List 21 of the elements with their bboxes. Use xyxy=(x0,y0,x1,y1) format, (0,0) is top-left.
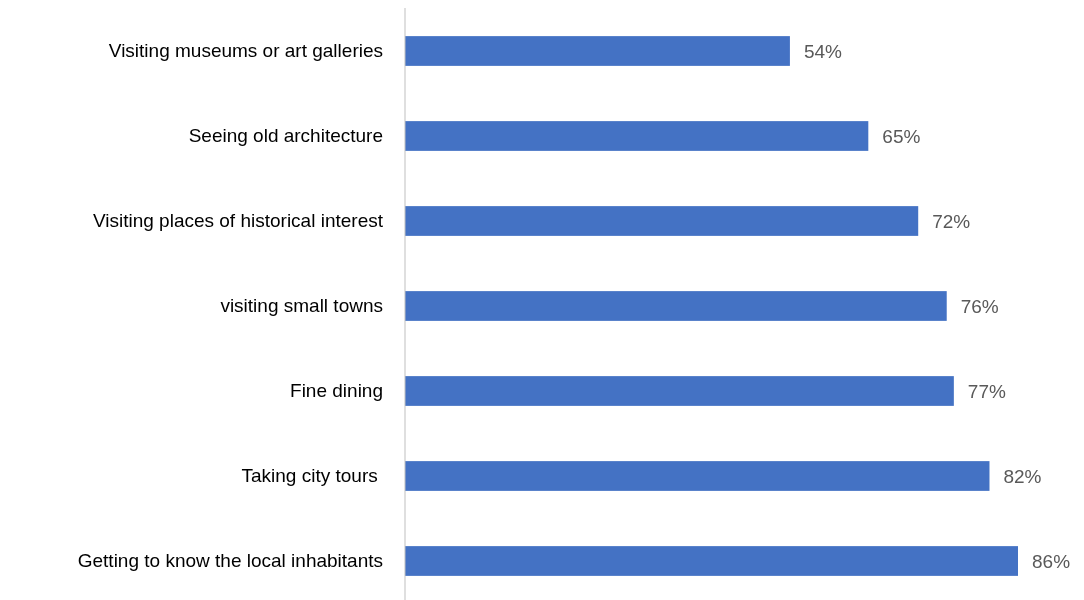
bar xyxy=(405,121,869,151)
bar xyxy=(405,36,790,66)
data-label: 65% xyxy=(882,125,921,147)
bar xyxy=(405,546,1018,576)
y-tick-label: Seeing old architecture xyxy=(188,125,383,147)
data-label: 82% xyxy=(1003,465,1042,487)
y-tick-label: visiting small towns xyxy=(220,295,383,317)
y-tick-label: Fine dining xyxy=(290,380,383,402)
y-tick-label: Visiting museums or art galleries xyxy=(108,40,383,62)
bar xyxy=(405,291,947,321)
bar xyxy=(405,206,919,236)
data-label: 72% xyxy=(932,210,971,232)
y-tick-label: Taking city tours xyxy=(241,465,383,487)
data-label: 76% xyxy=(960,295,999,317)
bar xyxy=(405,376,954,406)
bar xyxy=(405,461,990,491)
y-tick-label: Getting to know the local inhabitants xyxy=(77,550,383,572)
y-tick-label: Visiting places of historical interest xyxy=(92,210,384,232)
data-label: 77% xyxy=(967,380,1006,402)
data-label: 54% xyxy=(803,40,843,62)
data-label: 86% xyxy=(1032,550,1071,572)
